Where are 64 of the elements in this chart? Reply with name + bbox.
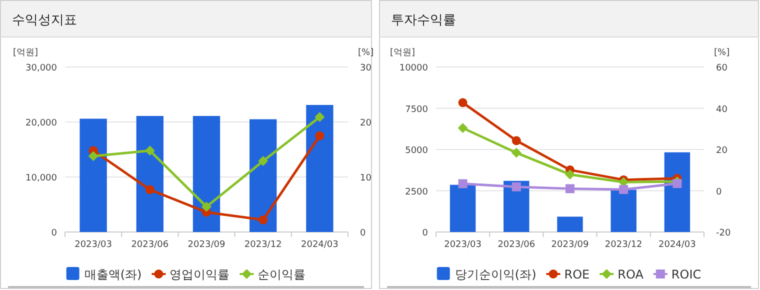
y-tick-label: 10,000 bbox=[26, 174, 58, 184]
x-tick-label: 2023/06 bbox=[131, 240, 169, 250]
point bbox=[258, 215, 268, 224]
bar bbox=[504, 180, 530, 232]
y-tick-label: 20,000 bbox=[26, 118, 58, 128]
point bbox=[458, 98, 468, 108]
bar bbox=[610, 190, 636, 232]
point bbox=[315, 131, 324, 140]
point bbox=[512, 182, 521, 192]
bar bbox=[450, 184, 476, 232]
point bbox=[145, 185, 154, 194]
point bbox=[458, 123, 468, 134]
legend-label: ROIC bbox=[671, 268, 702, 282]
legend-label: 매출액(좌) bbox=[84, 268, 142, 282]
point bbox=[565, 169, 575, 180]
y2-tick-label: 0 bbox=[716, 187, 722, 198]
point bbox=[144, 146, 155, 156]
y2-tick-label: 30 bbox=[360, 64, 372, 74]
y2-tick-label: 60 bbox=[716, 64, 728, 74]
legend-label: 순이익률 bbox=[258, 268, 306, 282]
x-tick-label: 2023/12 bbox=[604, 240, 642, 250]
point bbox=[458, 179, 468, 188]
x-tick-label: 2023/06 bbox=[498, 240, 536, 250]
legend-label: 영업이익률 bbox=[170, 268, 230, 282]
x-tick-label: 2024/03 bbox=[301, 240, 338, 250]
bar bbox=[557, 216, 583, 232]
x-tick-label: 2023/03 bbox=[74, 240, 112, 250]
x-tick-label: 2024/03 bbox=[658, 240, 696, 250]
y2-tick-label: 40 bbox=[716, 104, 728, 115]
point bbox=[512, 136, 521, 146]
y2-tick-label: 0 bbox=[360, 228, 366, 238]
y-tick-label: 10000 bbox=[399, 64, 428, 74]
y2-axis-title: [%] bbox=[358, 48, 374, 58]
y-tick-label: 0 bbox=[51, 228, 58, 238]
point bbox=[672, 179, 682, 188]
x-tick-label: 2023/09 bbox=[551, 240, 589, 250]
x-tick-label: 2023/12 bbox=[244, 240, 282, 250]
x-tick-label: 2023/03 bbox=[444, 240, 482, 250]
y-tick-label: 2500 bbox=[405, 187, 428, 198]
y2-axis-title: [%] bbox=[714, 48, 730, 58]
point bbox=[566, 184, 574, 194]
y2-tick-label: 20 bbox=[716, 146, 728, 156]
y-axis-title: [억원] bbox=[13, 48, 38, 58]
legend-label: ROA bbox=[618, 268, 644, 282]
bar bbox=[664, 152, 690, 232]
y-tick-label: 5000 bbox=[405, 146, 428, 156]
y-tick-label: 0 bbox=[422, 228, 428, 238]
point bbox=[88, 151, 98, 162]
y-tick-label: 30,000 bbox=[26, 64, 58, 74]
point bbox=[511, 148, 522, 158]
chart-title: 투자수익률 bbox=[391, 13, 456, 28]
chart-title: 수익성지표 bbox=[12, 13, 77, 28]
x-tick-label: 2023/09 bbox=[188, 240, 226, 250]
point bbox=[619, 185, 628, 194]
point bbox=[314, 112, 325, 122]
y2-tick-label: 10 bbox=[360, 174, 372, 184]
y2-tick-label: -20 bbox=[716, 228, 731, 238]
y2-tick-label: 20 bbox=[360, 118, 372, 128]
point bbox=[202, 202, 212, 212]
y-tick-label: 7500 bbox=[405, 104, 428, 115]
y-axis-title: [억원] bbox=[390, 48, 416, 58]
legend-label: ROE bbox=[564, 268, 590, 282]
point bbox=[258, 156, 268, 166]
legend-label: 당기순이익(좌) bbox=[454, 268, 536, 282]
